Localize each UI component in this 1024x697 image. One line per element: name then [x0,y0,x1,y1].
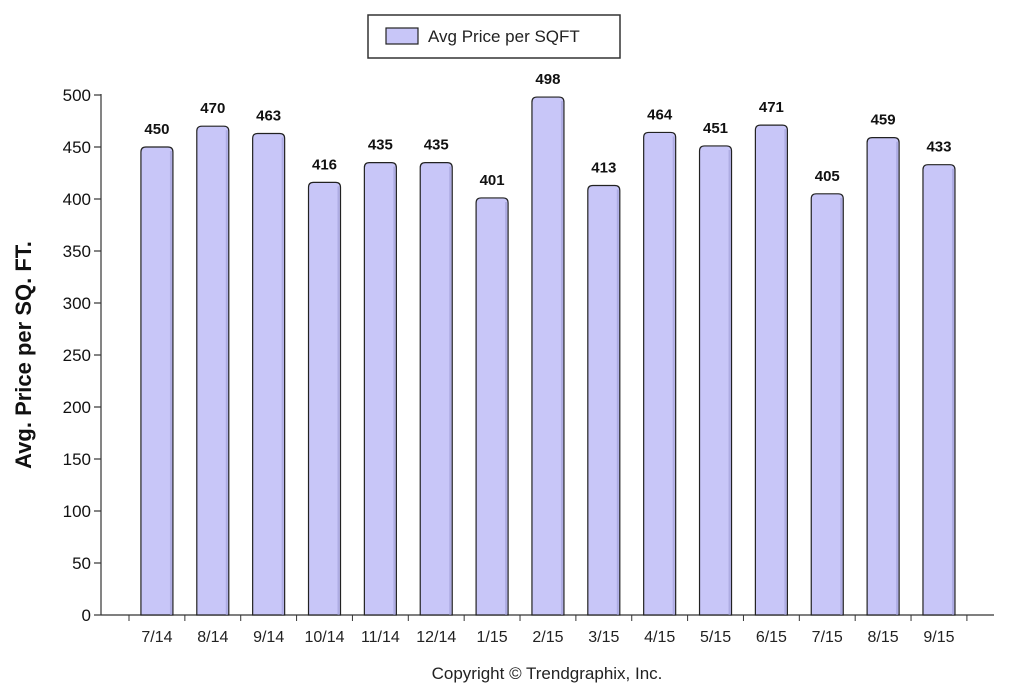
bar [531,96,565,616]
data-label: 471 [759,99,784,116]
bar-shade [560,101,563,615]
x-tick-label: 4/15 [644,629,675,646]
x-tick-label: 2/15 [532,629,563,646]
x-axis-ticks: 7/14 8/14 9/14 10/14 11/14 12/14 1/15 2/15 3/15 4… [128,615,968,646]
data-label: 405 [815,168,840,185]
bar [754,124,788,616]
bars: 450 470 463 416 435 435 401 498 413 464 451 471 405 4… [140,71,956,616]
y-tick-label: 250 [63,346,91,365]
y-axis-label: Avg. Price per SQ. FT. [11,241,36,469]
bar [363,162,397,616]
bar-shade [896,141,899,615]
data-label: 470 [200,100,225,117]
x-tick-label: 7/14 [141,629,172,646]
bar [866,137,900,616]
x-tick-label: 6/15 [756,629,787,646]
bar-shade [337,186,340,616]
bar [643,131,677,616]
data-label: 401 [480,172,505,189]
bar [196,125,230,616]
bar-shade [672,136,675,615]
y-tick-label: 200 [63,398,91,417]
data-label: 413 [591,159,616,176]
bar [140,146,174,616]
y-tick-label: 500 [63,86,91,105]
y-tick-label: 450 [63,138,91,157]
x-tick-label: 9/14 [253,629,284,646]
data-label: 451 [703,120,728,137]
data-label: 464 [647,106,673,123]
y-axis-ticks: 0 50 100 150 200 250 300 350 400 450 500 [63,86,101,625]
y-tick-label: 50 [72,554,91,573]
bar [587,184,621,616]
x-tick-label: 8/15 [868,629,899,646]
bar-shade [616,189,619,616]
x-tick-label: 9/15 [923,629,954,646]
x-tick-label: 8/14 [197,629,228,646]
copyright-text: Copyright © Trendgraphix, Inc. [432,664,663,683]
legend-swatch [385,27,419,45]
data-label: 450 [144,121,169,138]
bar [698,145,733,616]
x-tick-label: 5/15 [700,629,731,646]
y-tick-label: 300 [63,294,91,313]
x-tick-label: 1/15 [477,629,508,646]
bar-shade [281,137,284,616]
x-tick-label: 11/14 [361,629,400,646]
bar-shade [505,201,508,615]
x-tick-label: 10/14 [304,629,344,646]
data-label: 416 [312,156,337,173]
y-tick-label: 0 [82,606,91,625]
bar [922,164,956,616]
data-label: 459 [871,112,896,129]
legend-label: Avg Price per SQFT [428,27,580,46]
bar-shade [784,129,787,615]
bar-shade [728,149,731,615]
bar [419,162,453,616]
y-tick-label: 400 [63,190,91,209]
data-label: 435 [424,137,449,154]
data-label: 433 [926,139,951,156]
bar [307,181,342,616]
bar-shade [393,166,396,615]
bar-shade [225,130,228,615]
bar-shade [951,168,954,615]
bar-shade [840,197,843,616]
data-label: 463 [256,107,281,124]
x-tick-label: 7/15 [812,629,843,646]
data-label: 435 [368,137,393,154]
bar-shade [169,151,172,615]
bar-shade [449,166,452,615]
legend: Avg Price per SQFT [367,14,621,59]
y-tick-label: 350 [63,242,91,261]
y-tick-label: 150 [63,450,91,469]
data-label: 498 [535,71,560,88]
x-tick-label: 3/15 [588,629,619,646]
x-tick-label: 12/14 [416,629,456,646]
bar [810,193,844,616]
y-tick-label: 100 [63,502,91,521]
bar [252,132,286,616]
bar [475,197,509,616]
